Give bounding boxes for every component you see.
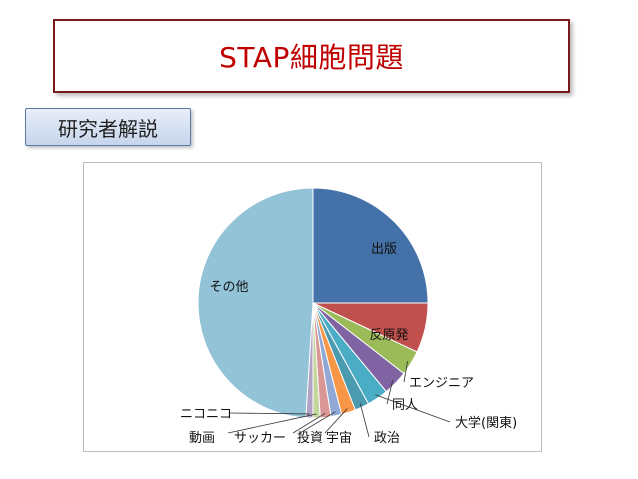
slice-label: 大学(関東) — [455, 415, 517, 431]
page-title: STAP細胞問題 — [219, 41, 404, 74]
leader-line — [292, 412, 326, 434]
leader-line — [375, 394, 451, 423]
pie-slice-12 — [197, 187, 314, 419]
leader-line — [227, 413, 317, 434]
leader-line — [299, 411, 336, 434]
slice-label: ニコニコ — [180, 407, 232, 422]
slice-label: 出版 — [371, 242, 397, 257]
leader-line — [386, 380, 394, 405]
leader-line — [229, 412, 310, 415]
section-tag-label: 研究者解説 — [58, 116, 158, 141]
slice-label: 動画 — [189, 431, 215, 446]
section-tag: 研究者解説 — [25, 108, 191, 146]
leader-line — [324, 408, 348, 434]
slice-label: 宇宙 — [326, 431, 352, 446]
slice-label: サッカー — [234, 431, 286, 446]
slice-label: その他 — [209, 280, 248, 295]
slice-label: エンジニア — [409, 376, 474, 391]
chart-frame: 出版 反原発 エンジニア 同人 大学(関東) 政治 宇宙 投資 サッカー 動画 ニコニコ その他 — [83, 162, 542, 452]
slice-label: 政治 — [374, 431, 400, 446]
leader-line — [359, 403, 370, 438]
pie-slice-1 — [312, 187, 429, 304]
slice-label: 反原発 — [369, 328, 408, 343]
title-box: STAP細胞問題 — [53, 19, 570, 93]
slice-label: 投資 — [297, 430, 323, 446]
leader-line — [403, 360, 409, 383]
